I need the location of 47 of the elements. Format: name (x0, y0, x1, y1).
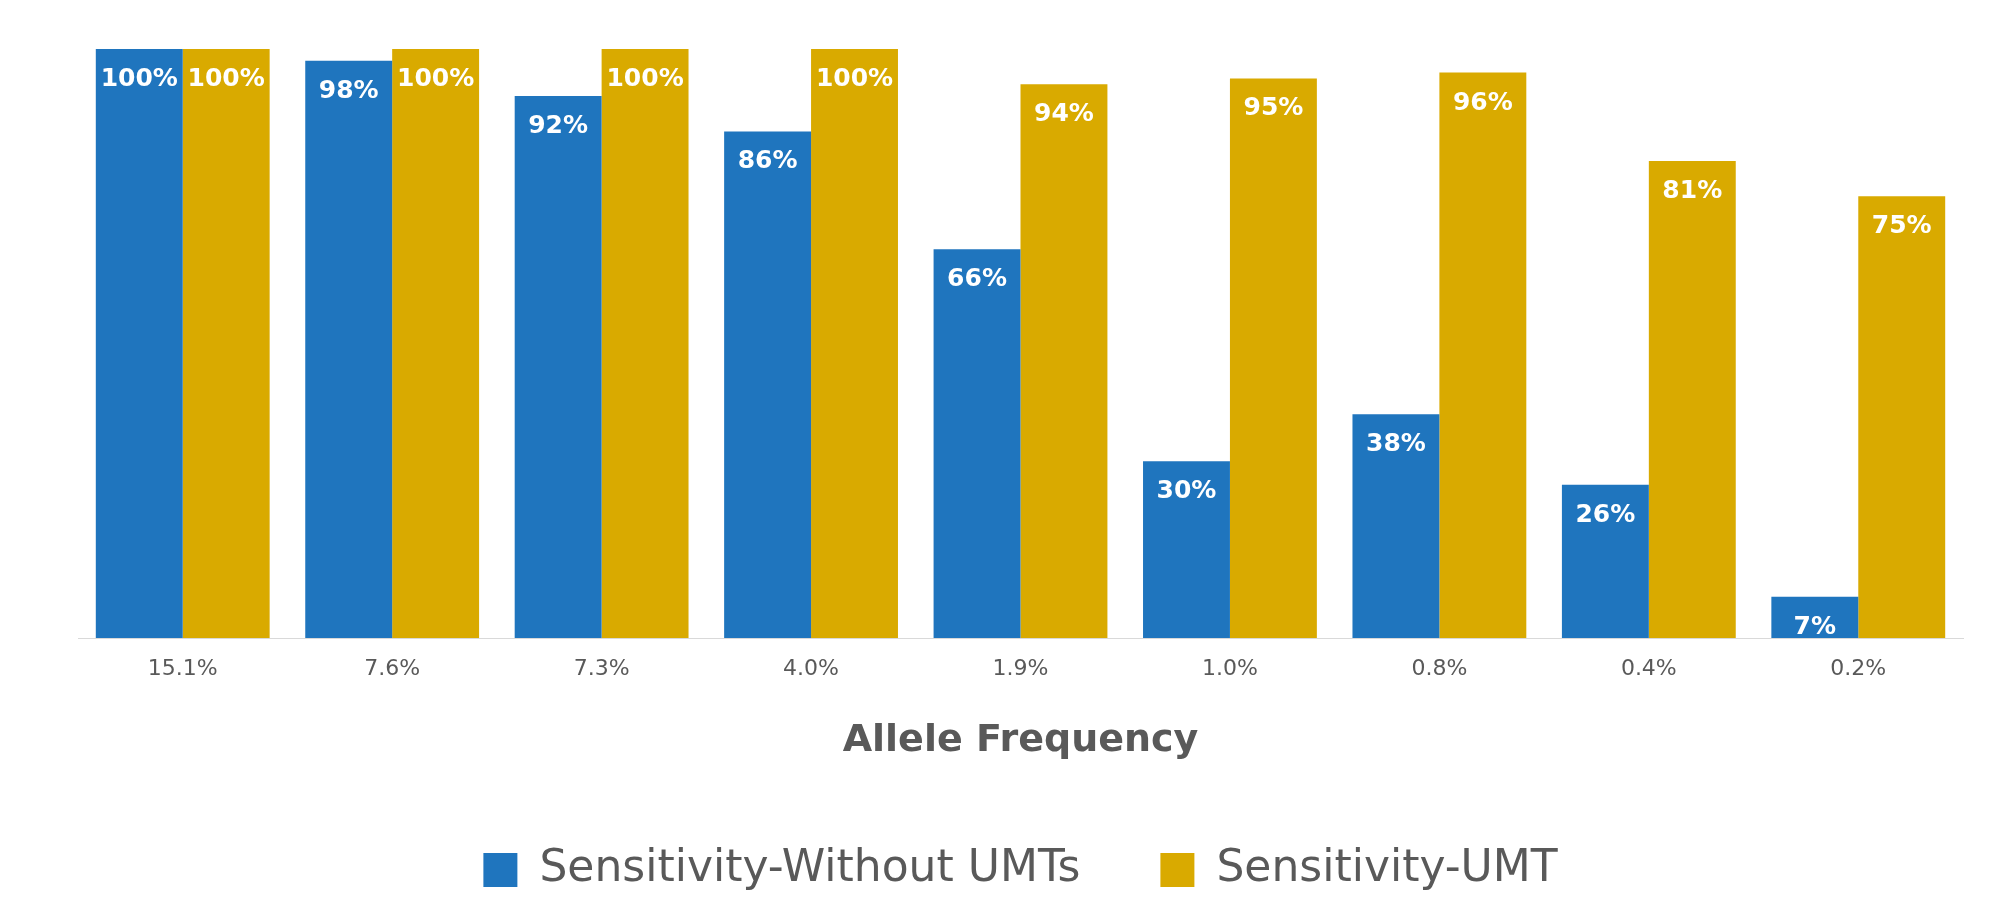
bar (1439, 72, 1527, 638)
data-label: 98% (318, 74, 379, 104)
bar (182, 49, 270, 638)
data-label: 100% (815, 63, 894, 92)
data-label: 86% (737, 145, 798, 175)
data-label: 26% (1575, 498, 1636, 528)
bar (392, 49, 480, 638)
legend-label: Sensitivity-UMT (1216, 840, 1558, 892)
x-tick-label: 1.0% (1201, 654, 1258, 680)
bar (933, 249, 1021, 638)
bar (811, 49, 898, 638)
x-tick-label: 1.9% (992, 654, 1049, 680)
legend-label: Sensitivity-Without UMTs (539, 840, 1081, 892)
data-label: 96% (1452, 86, 1513, 116)
data-label: 95% (1243, 92, 1304, 122)
bar (514, 96, 602, 638)
data-label: 100% (100, 63, 178, 92)
bar (1561, 484, 1649, 638)
x-tick-label: 4.0% (783, 654, 840, 680)
x-tick-label: 15.1% (147, 654, 218, 680)
data-label: 7% (1793, 610, 1837, 640)
data-label: 92% (528, 110, 589, 140)
bar (1858, 196, 1946, 638)
bar (1648, 160, 1736, 638)
bar (1229, 78, 1317, 638)
x-tick-label: 0.4% (1620, 654, 1677, 680)
x-tick-label: 7.3% (573, 654, 630, 680)
bar (724, 131, 812, 638)
x-tick-label: 0.2% (1830, 654, 1887, 680)
bar (1352, 414, 1440, 638)
x-tick-label: 0.8% (1411, 654, 1468, 680)
bar (1143, 461, 1230, 638)
data-label: 66% (947, 263, 1007, 293)
bar (95, 49, 183, 638)
x-axis-title: Allele Frequency (842, 716, 1199, 761)
x-tick-label: 7.6% (364, 654, 421, 680)
data-label: 75% (1871, 210, 1932, 240)
data-label: 100% (187, 63, 265, 92)
data-label: 100% (606, 63, 684, 92)
bar (305, 60, 393, 638)
data-label: 30% (1156, 475, 1217, 505)
bar (601, 49, 689, 638)
data-label: 94% (1034, 98, 1094, 128)
data-label: 81% (1662, 174, 1723, 204)
bar (1020, 84, 1108, 638)
data-label: 100% (397, 63, 475, 92)
data-label: 38% (1366, 428, 1426, 458)
